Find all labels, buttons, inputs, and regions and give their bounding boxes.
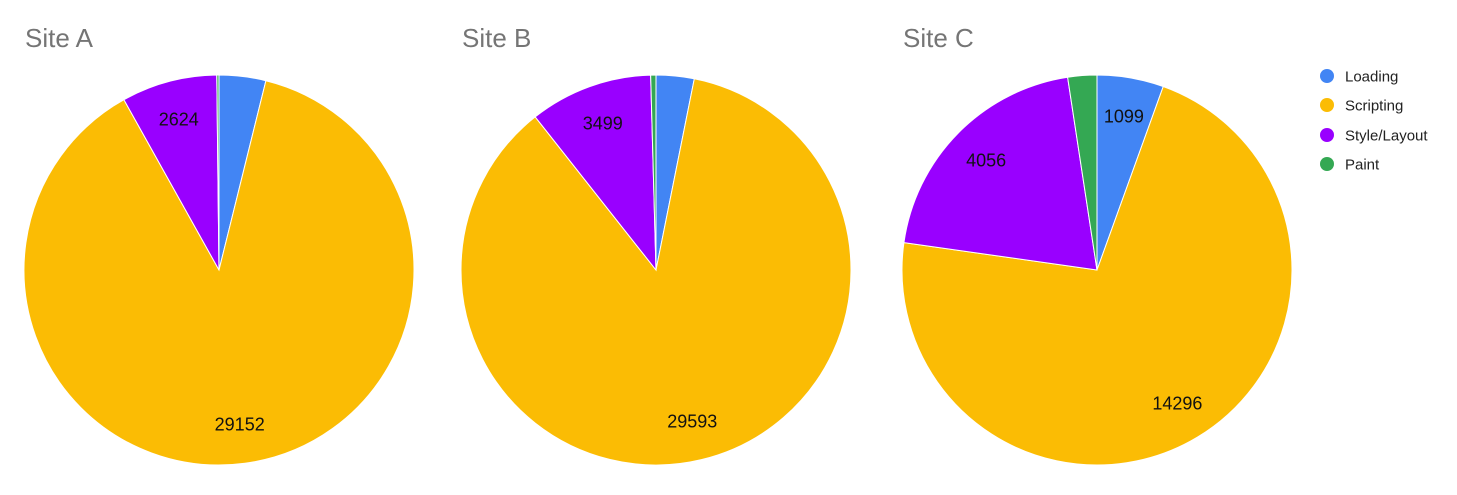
pie-chart-site-c: Site C 1099 14296 4056 xyxy=(901,23,1293,466)
legend-label-scripting: Scripting xyxy=(1345,98,1403,115)
legend-swatch-loading xyxy=(1320,69,1334,83)
data-label-style-layout: 4056 xyxy=(966,150,1006,170)
slice-paint[interactable] xyxy=(1067,74,1098,271)
data-label-style-layout: 2624 xyxy=(159,109,199,129)
legend-item-loading[interactable]: Loading xyxy=(1320,69,1398,86)
data-label-scripting: 29593 xyxy=(667,412,717,432)
slice-paint[interactable] xyxy=(216,74,220,271)
legend-swatch-scripting xyxy=(1320,98,1334,112)
chart-title: Site A xyxy=(25,23,94,53)
legend-item-paint[interactable]: Paint xyxy=(1320,157,1380,174)
legend-item-style-layout[interactable]: Style/Layout xyxy=(1320,128,1428,145)
slice-style-layout[interactable] xyxy=(534,74,657,272)
pie-chart-site-b: Site B 29593 3499 xyxy=(460,23,852,466)
legend-label-loading: Loading xyxy=(1345,69,1398,86)
slice-scripting[interactable] xyxy=(23,80,415,466)
legend-label-paint: Paint xyxy=(1345,157,1380,174)
slice-scripting[interactable] xyxy=(460,78,852,466)
legend-label-style-layout: Style/Layout xyxy=(1345,128,1428,145)
data-label-style-layout: 3499 xyxy=(583,113,623,133)
pie-chart-site-a: Site A 29152 2624 xyxy=(23,23,415,466)
data-label-scripting: 14296 xyxy=(1152,394,1202,414)
data-label-loading: 1099 xyxy=(1104,106,1144,126)
legend-swatch-paint xyxy=(1320,157,1334,171)
legend: Loading Scripting Style/Layout Paint xyxy=(1320,69,1428,174)
slice-style-layout[interactable] xyxy=(903,76,1098,271)
chart-title: Site C xyxy=(903,23,974,53)
data-label-scripting: 29152 xyxy=(215,415,265,435)
slice-paint[interactable] xyxy=(650,74,657,271)
chart-title: Site B xyxy=(462,23,531,53)
legend-swatch-style-layout xyxy=(1320,128,1334,142)
slice-scripting[interactable] xyxy=(901,85,1293,466)
legend-item-scripting[interactable]: Scripting xyxy=(1320,98,1403,115)
slice-style-layout[interactable] xyxy=(123,74,220,271)
